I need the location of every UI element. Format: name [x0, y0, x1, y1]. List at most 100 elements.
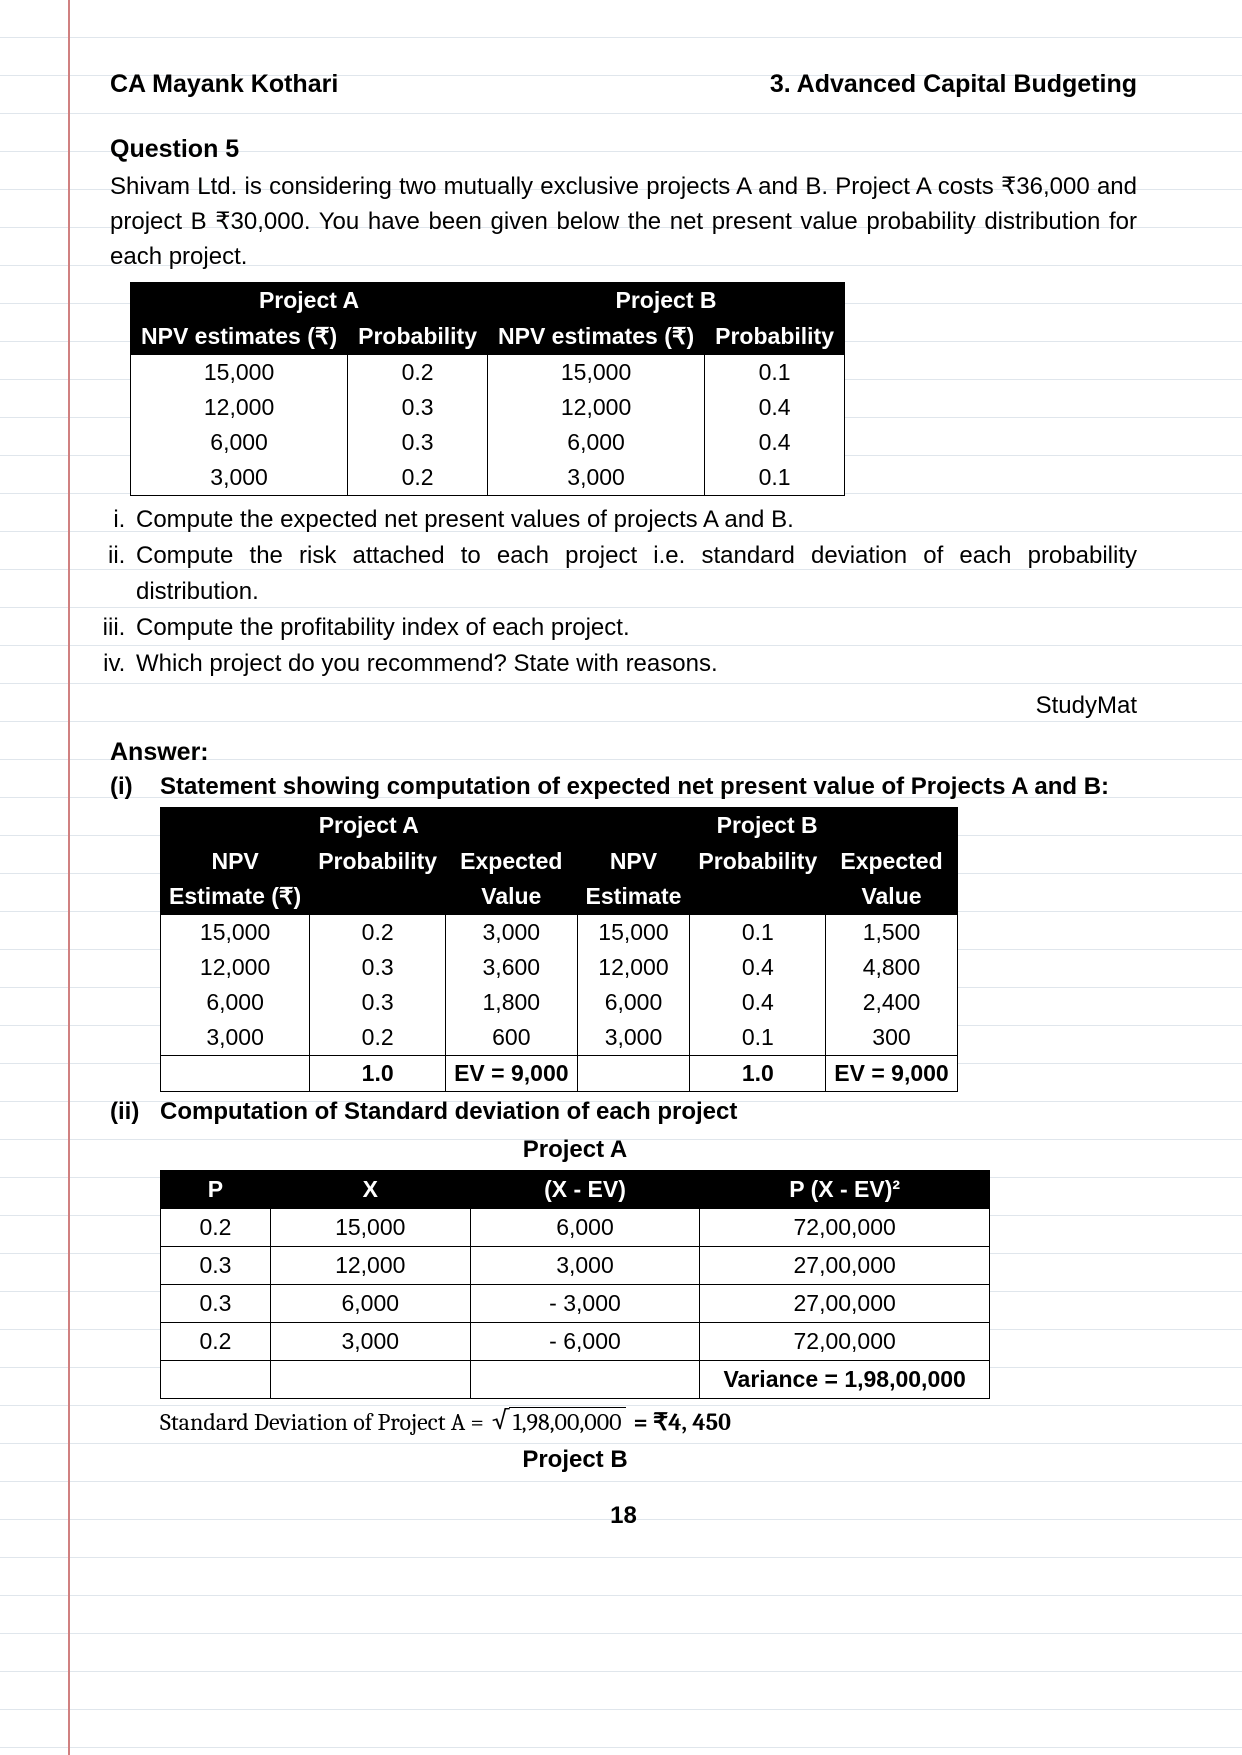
table-cell: 12,000 [161, 950, 310, 985]
table-cell: 0.4 [690, 950, 826, 985]
col-header: (X - EV) [470, 1171, 700, 1209]
table-cell: 0.4 [705, 390, 845, 425]
table-cell: 300 [826, 1020, 957, 1056]
table-cell: 27,00,000 [700, 1247, 990, 1285]
col-header: X [270, 1171, 470, 1209]
table-cell: 12,000 [577, 950, 690, 985]
group-header-b: Project B [488, 283, 845, 319]
table-total-cell [161, 1056, 310, 1092]
project-a-label: Project A [160, 1136, 990, 1164]
header-left: CA Mayank Kothari [110, 70, 338, 99]
table-cell: 0.3 [310, 950, 446, 985]
table-cell: 0.3 [161, 1247, 271, 1285]
col-header: Estimate [577, 879, 690, 915]
table-cell: 3,000 [131, 460, 348, 496]
project-b-label: Project B [160, 1446, 990, 1474]
radical-sign: √ [492, 1407, 509, 1433]
group-header-a: Project A [131, 283, 488, 319]
question-item: Compute the expected net present values … [132, 502, 1137, 538]
expected-npv-table: Project A Project B NPVProbabilityExpect… [160, 807, 958, 1092]
sd-result: = ₹4, 450 [634, 1408, 731, 1436]
table-cell: 4,800 [826, 950, 957, 985]
col-header: Probability [310, 844, 446, 880]
table-cell: 0.1 [705, 355, 845, 391]
table-cell: 3,000 [161, 1020, 310, 1056]
source-label: StudyMat [110, 692, 1137, 720]
col-header [310, 879, 446, 915]
col-header: Value [826, 879, 957, 915]
header-right: 3. Advanced Capital Budgeting [770, 70, 1137, 99]
table-cell: 1,500 [826, 915, 957, 951]
question-items: Compute the expected net present values … [132, 502, 1137, 682]
table-total-cell: EV = 9,000 [826, 1056, 957, 1092]
table-cell: - 3,000 [470, 1285, 700, 1323]
table-cell: 15,000 [577, 915, 690, 951]
table-total-cell: 1.0 [310, 1056, 446, 1092]
table-cell: 600 [446, 1020, 577, 1056]
table-cell: 3,000 [270, 1323, 470, 1361]
table-cell: 3,000 [488, 460, 705, 496]
table-total-cell [470, 1361, 700, 1399]
table-cell: 0.2 [348, 460, 488, 496]
table-cell: 1,800 [446, 985, 577, 1020]
question-item: Which project do you recommend? State wi… [132, 646, 1137, 682]
table-cell: 0.1 [705, 460, 845, 496]
col-header: Probability [690, 844, 826, 880]
table-cell: 72,00,000 [700, 1209, 990, 1247]
table-total-cell: EV = 9,000 [446, 1056, 577, 1092]
col-header [690, 879, 826, 915]
question-title: Question 5 [110, 135, 1137, 164]
table-cell: 0.2 [310, 1020, 446, 1056]
sd-prefix: Standard Deviation of Project A = [160, 1408, 484, 1436]
table-cell: 0.3 [310, 985, 446, 1020]
table-cell: 72,00,000 [700, 1323, 990, 1361]
table-cell: 0.2 [161, 1209, 271, 1247]
sqrt-argument: 1,98,00,000 [509, 1407, 626, 1436]
sqrt-icon: √ 1,98,00,000 [492, 1407, 626, 1436]
table-cell: 15,000 [270, 1209, 470, 1247]
table-cell: 0.1 [690, 1020, 826, 1056]
table-cell: 3,600 [446, 950, 577, 985]
table-cell: 15,000 [161, 915, 310, 951]
table-cell: 6,000 [577, 985, 690, 1020]
col-header: Estimate (₹) [161, 879, 310, 915]
table-cell: 6,000 [131, 425, 348, 460]
table-cell: 0.3 [161, 1285, 271, 1323]
section-text: Computation of Standard deviation of eac… [160, 1098, 1137, 1126]
table-cell: 0.3 [348, 425, 488, 460]
table-cell: 0.3 [348, 390, 488, 425]
section-num: (i) [110, 773, 160, 801]
section-text: Statement showing computation of expecte… [160, 773, 1137, 801]
col-header: NPV [161, 844, 310, 880]
section-i: (i) Statement showing computation of exp… [110, 773, 1137, 801]
col-header: P [161, 1171, 271, 1209]
table-cell: 0.4 [705, 425, 845, 460]
question-intro: Shivam Ltd. is considering two mutually … [110, 170, 1137, 274]
table-cell: 6,000 [270, 1285, 470, 1323]
table-total-cell [577, 1056, 690, 1092]
col-header: Probability [705, 319, 845, 355]
table-cell: 3,000 [577, 1020, 690, 1056]
table-cell: 15,000 [131, 355, 348, 391]
col-header: NPV [577, 844, 690, 880]
page-number: 18 [110, 1502, 1137, 1530]
table-cell: 12,000 [488, 390, 705, 425]
group-header-a: Project A [161, 808, 578, 844]
table-cell: 15,000 [488, 355, 705, 391]
table-cell: 2,400 [826, 985, 957, 1020]
table-cell: 3,000 [446, 915, 577, 951]
group-header-b: Project B [577, 808, 957, 844]
col-header: Probability [348, 319, 488, 355]
table-total-cell: 1.0 [690, 1056, 826, 1092]
col-header: Expected [446, 844, 577, 880]
col-header: Value [446, 879, 577, 915]
page-content: CA Mayank Kothari 3. Advanced Capital Bu… [0, 0, 1242, 1755]
table-total-cell [161, 1361, 271, 1399]
section-ii: (ii) Computation of Standard deviation o… [110, 1098, 1137, 1126]
table-cell: 0.4 [690, 985, 826, 1020]
sd-equation: Standard Deviation of Project A = √ 1,98… [160, 1407, 1137, 1436]
sd-project-a-table: PX(X - EV)P (X - EV)² 0.215,0006,00072,0… [160, 1170, 990, 1399]
table-total-cell: Variance = 1,98,00,000 [700, 1361, 990, 1399]
table-cell: 0.2 [310, 915, 446, 951]
table-cell: 12,000 [270, 1247, 470, 1285]
